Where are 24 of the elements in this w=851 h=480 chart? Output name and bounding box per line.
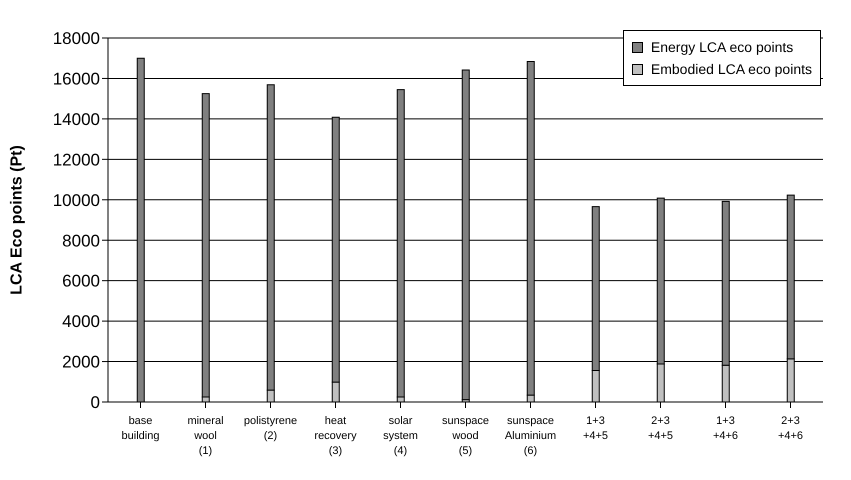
x-tick-label: 1+3 +4+6 xyxy=(712,415,738,442)
x-tick-label: polistyrene (2) xyxy=(244,415,298,442)
x-tick-label: base building xyxy=(122,415,160,442)
y-tick-label: 6000 xyxy=(62,272,100,291)
y-tick-label: 2000 xyxy=(62,352,100,372)
x-tick-label: 1+3 +4+5 xyxy=(582,415,608,442)
x-tick-label: 2+3 +4+5 xyxy=(648,415,674,442)
y-tick-label: 18000 xyxy=(52,29,100,48)
y-tick-label: 12000 xyxy=(52,150,100,170)
y-tick-label: 10000 xyxy=(52,190,100,210)
y-tick-label: 4000 xyxy=(62,312,100,332)
y-tick-label: 8000 xyxy=(62,231,100,250)
x-tick-label: solar system (4) xyxy=(383,415,418,457)
y-tick-label: 16000 xyxy=(52,69,100,88)
x-tick-label: sunspace wood (5) xyxy=(442,415,490,457)
y-axis-title: LCA Eco points (Pt) xyxy=(8,145,26,295)
x-tick-label: mineral wool (1) xyxy=(187,415,224,457)
x-tick-label: heat recovery (3) xyxy=(314,415,358,457)
y-tick-label: 14000 xyxy=(52,110,100,129)
y-tick-label: 0 xyxy=(90,393,100,412)
x-tick-label: sunspace Aluminium (6) xyxy=(504,415,556,457)
x-tick-label: 2+3 +4+6 xyxy=(778,415,804,442)
legend-label: Embodied LCA eco points xyxy=(650,61,812,77)
legend-label: Energy LCA eco points xyxy=(650,39,794,55)
